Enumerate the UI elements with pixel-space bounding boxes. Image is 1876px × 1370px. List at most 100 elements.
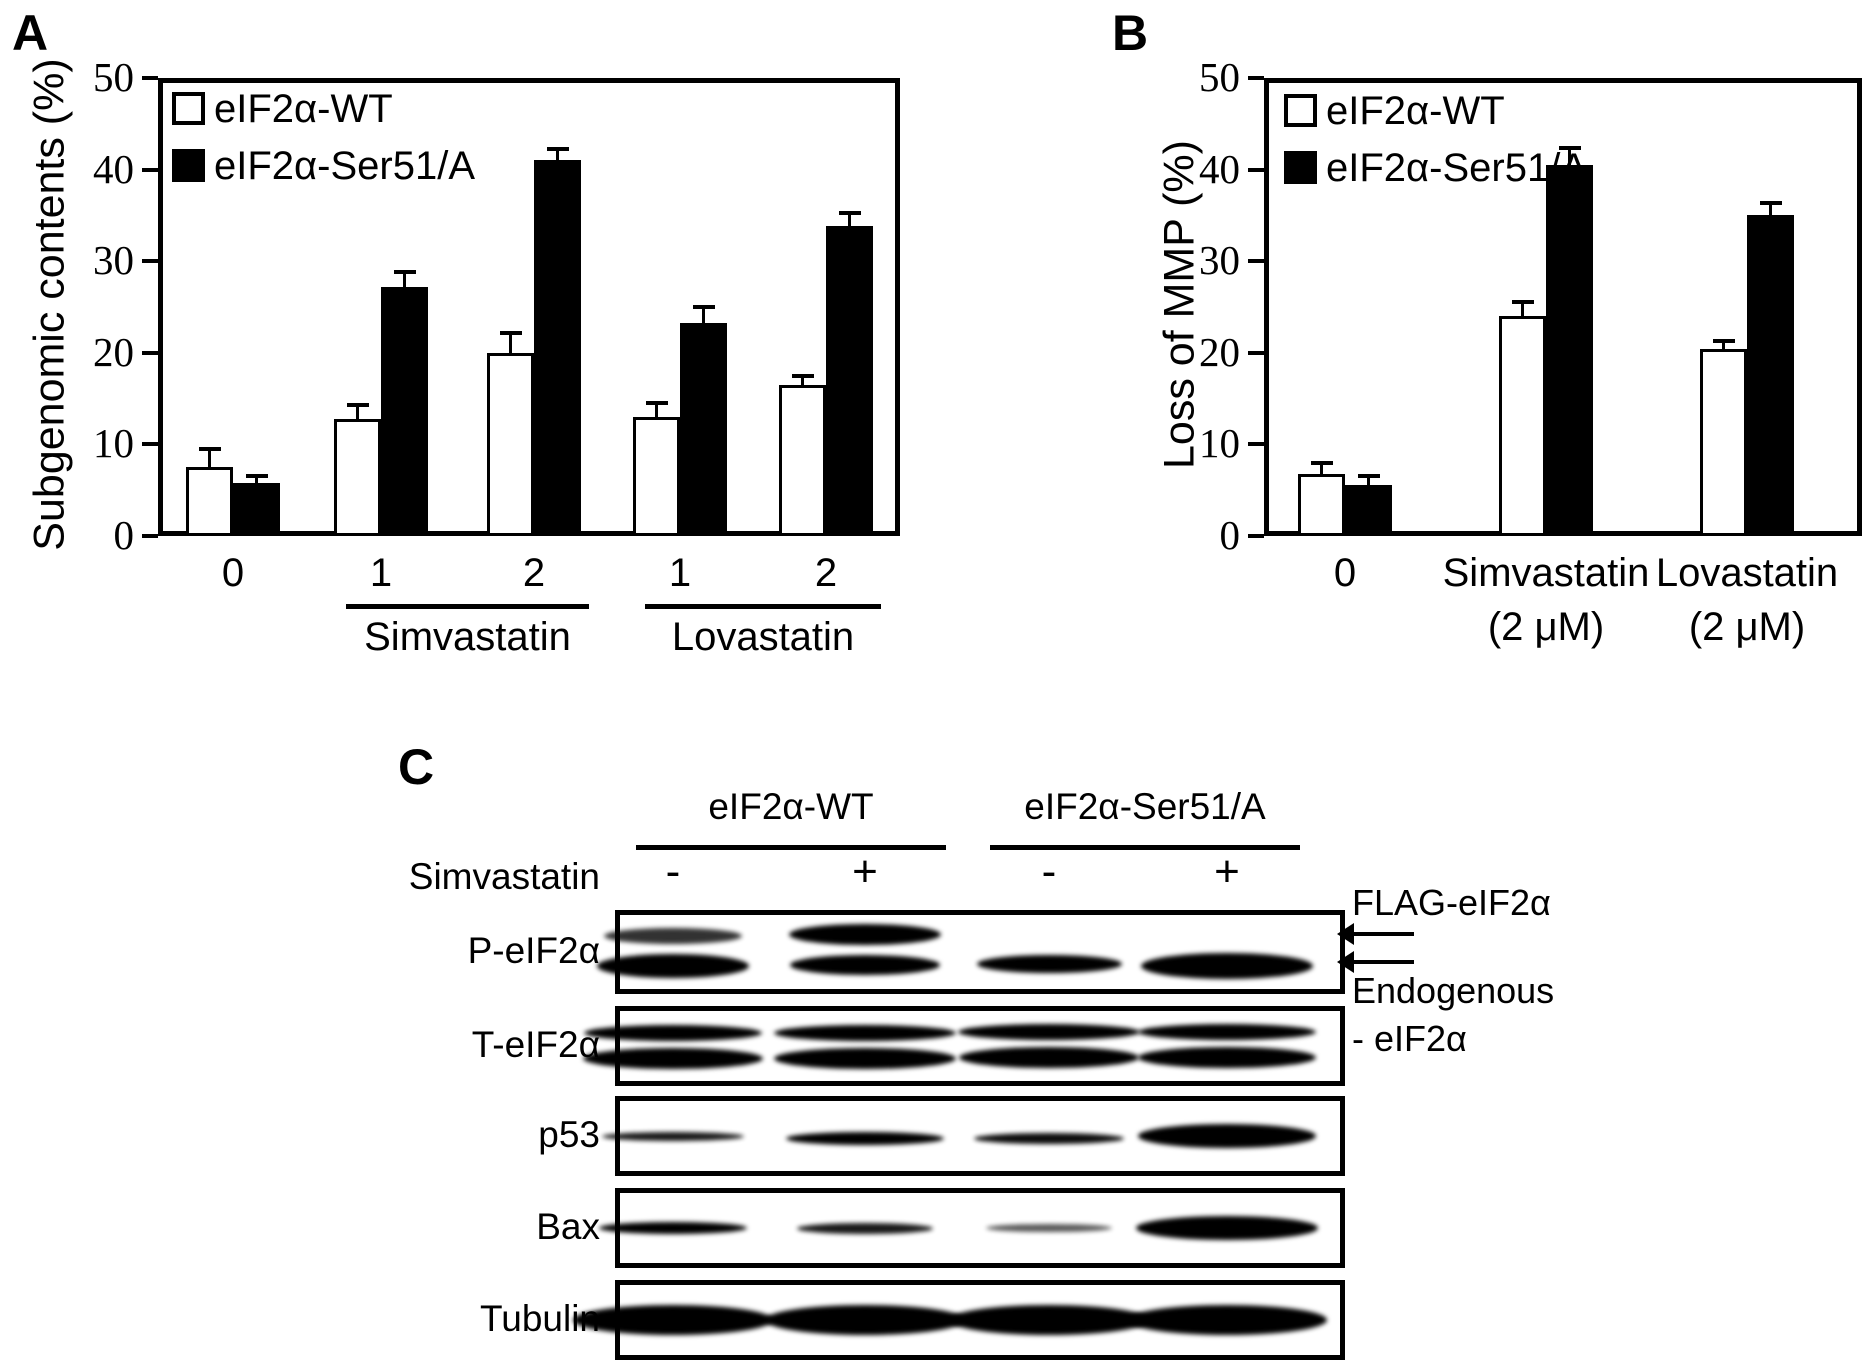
y-axis-tick-label: 40 bbox=[93, 145, 134, 192]
error-bar-cap bbox=[346, 403, 369, 407]
dose-sign: + bbox=[852, 847, 878, 896]
protein-band bbox=[976, 955, 1122, 973]
error-bar-cap bbox=[645, 401, 668, 406]
y-axis-tick-label: 50 bbox=[93, 54, 134, 100]
bar-wt bbox=[779, 384, 826, 536]
error-bar-cap bbox=[838, 210, 861, 215]
column-group-underline bbox=[636, 845, 946, 850]
bar-ser51a bbox=[1747, 215, 1794, 536]
error-bar bbox=[509, 332, 512, 353]
x-tick-sublabel: (2 μM) bbox=[1487, 605, 1605, 649]
protein-band bbox=[774, 1047, 956, 1069]
protein-band bbox=[786, 1131, 944, 1145]
x-tick-sublabel: (2 μM) bbox=[1688, 605, 1806, 649]
error-bar bbox=[556, 148, 559, 161]
error-bar-cap bbox=[245, 473, 268, 478]
y-axis-tick-label: 10 bbox=[93, 420, 134, 467]
blot-row-label: Bax bbox=[536, 1206, 600, 1247]
y-axis-tick bbox=[1248, 167, 1264, 172]
protein-band bbox=[949, 1305, 1149, 1335]
bar-wt bbox=[487, 352, 534, 536]
bar-ser51a bbox=[826, 226, 873, 536]
blot-row-label: T-eIF2α bbox=[471, 1024, 600, 1065]
protein-band bbox=[986, 1224, 1112, 1232]
group-label: Simvastatin bbox=[364, 615, 571, 659]
error-bar-cap bbox=[1310, 460, 1333, 465]
protein-band bbox=[602, 1131, 744, 1141]
y-axis-tick-label: 0 bbox=[1219, 512, 1241, 558]
error-bar-cap bbox=[1759, 200, 1782, 205]
y-axis-tick bbox=[142, 350, 158, 355]
error-bar bbox=[801, 375, 804, 385]
legend-swatch-open-icon bbox=[1284, 94, 1317, 127]
bar-ser51a bbox=[233, 482, 280, 536]
protein-band bbox=[1138, 1046, 1316, 1068]
protein-band bbox=[1141, 953, 1313, 979]
error-bar bbox=[403, 272, 406, 287]
dose-sign: + bbox=[1214, 847, 1240, 896]
bar-wt bbox=[1298, 473, 1345, 536]
protein-band bbox=[958, 1024, 1140, 1040]
x-tick-label: 2 bbox=[522, 551, 546, 595]
error-bar-cap bbox=[1357, 473, 1380, 478]
dose-sign: - bbox=[665, 847, 681, 896]
y-axis-title: Subgenomic contents (%) bbox=[25, 58, 74, 551]
group-underline bbox=[346, 604, 589, 609]
x-tick-label: 1 bbox=[369, 551, 393, 595]
group-underline bbox=[645, 604, 881, 609]
error-bar bbox=[1367, 475, 1370, 485]
error-bar bbox=[208, 448, 211, 468]
y-axis-tick bbox=[1248, 76, 1264, 80]
y-axis-tick bbox=[1248, 442, 1264, 447]
protein-band bbox=[584, 1025, 762, 1041]
protein-band bbox=[765, 1305, 965, 1335]
legend-swatch-filled-icon bbox=[1284, 151, 1317, 184]
protein-band bbox=[974, 1132, 1124, 1144]
blot-row-label: Tubulin bbox=[480, 1298, 600, 1339]
y-axis-tick-label: 30 bbox=[1199, 237, 1240, 284]
x-tick-label: Lovastatin bbox=[1655, 551, 1839, 595]
blot-row-label: P-eIF2α bbox=[467, 930, 600, 971]
protein-band bbox=[1136, 1216, 1318, 1240]
y-axis-tick-label: 20 bbox=[1199, 328, 1240, 375]
legend-label: eIF2α-WT bbox=[1326, 89, 1505, 133]
bar-ser51a bbox=[680, 323, 727, 536]
group-label: Lovastatin bbox=[671, 615, 855, 659]
annotation-endogenous-eif2a: - eIF2α bbox=[1352, 1018, 1467, 1059]
blot-box bbox=[615, 1006, 1345, 1086]
y-axis-tick-label: 0 bbox=[113, 512, 135, 558]
x-tick-label: 1 bbox=[668, 551, 692, 595]
x-tick-label: Simvastatin bbox=[1442, 551, 1650, 595]
x-tick-label: 0 bbox=[1333, 551, 1357, 595]
y-axis-tick bbox=[1248, 534, 1264, 538]
protein-band bbox=[573, 1305, 773, 1335]
annotation-flag-eif2a: FLAG-eIF2α bbox=[1352, 882, 1551, 923]
y-axis-tick-label: 10 bbox=[1199, 420, 1240, 467]
error-bar-cap bbox=[1712, 338, 1735, 343]
annotation-endogenous: Endogenous bbox=[1352, 970, 1555, 1011]
panel-b-label: B bbox=[1112, 5, 1149, 61]
column-group-underline bbox=[990, 845, 1300, 850]
x-tick-label: 2 bbox=[814, 551, 838, 595]
y-axis-tick-label: 40 bbox=[1199, 145, 1240, 192]
y-axis-tick bbox=[142, 76, 158, 80]
y-axis-tick bbox=[142, 259, 158, 264]
column-group-label: eIF2α-Ser51/A bbox=[1024, 786, 1266, 827]
left-arrow-icon bbox=[1337, 923, 1414, 945]
bar-ser51a bbox=[1345, 484, 1392, 536]
legend-label: eIF2α-Ser51/A bbox=[1326, 146, 1588, 190]
y-axis-title: Loss of MMP (%) bbox=[1155, 140, 1204, 469]
bar-wt bbox=[1499, 316, 1546, 536]
y-axis-tick bbox=[1248, 259, 1264, 264]
error-bar bbox=[1769, 202, 1772, 216]
error-bar bbox=[1521, 302, 1524, 317]
y-axis-tick-label: 50 bbox=[1199, 54, 1240, 100]
legend-label: eIF2α-Ser51/A bbox=[214, 144, 476, 188]
bar-wt bbox=[186, 467, 233, 536]
error-bar bbox=[356, 405, 359, 419]
error-bar bbox=[1722, 340, 1725, 350]
treatment-row-label: Simvastatin bbox=[408, 856, 600, 897]
error-bar-cap bbox=[791, 373, 814, 378]
error-bar-cap bbox=[546, 146, 569, 151]
